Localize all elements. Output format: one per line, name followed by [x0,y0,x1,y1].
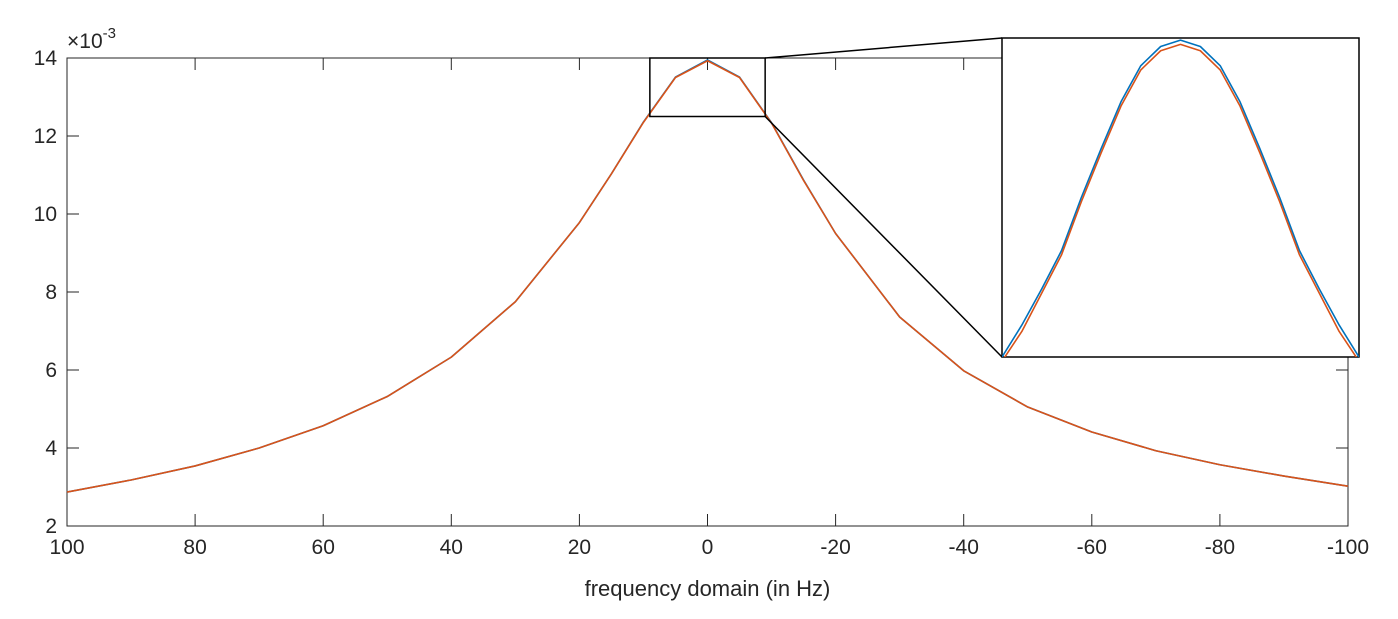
x-tick-label: -60 [1077,536,1107,559]
y-axis-exponent: ×10-3 [67,25,116,53]
series-line-2 [66,59,1349,493]
y-tick-label: 10 [34,203,57,226]
zoom-connector-top [765,37,1003,59]
y-axis-exponent-base: ×10 [67,30,103,53]
inset-zoom-plot [1001,37,1360,358]
zoom-connector-bottom [764,115,1003,358]
y-tick-label: 6 [45,359,57,382]
y-tick-label: 2 [45,515,57,538]
x-tick-label: -20 [820,536,850,559]
zoom-connector-lines [764,37,1003,358]
y-tick-label: 14 [34,47,58,70]
inset-series-line-2 [1003,43,1358,357]
y-tick-label: 8 [45,281,57,304]
x-tick-label: -40 [949,536,979,559]
x-tick-label: -80 [1205,536,1235,559]
x-tick-label: 20 [568,536,591,559]
y-axis-exponent-power: -3 [103,25,116,42]
x-tick-label: 0 [702,536,714,559]
x-tick-label: 80 [183,536,206,559]
zoom-region-box [649,57,766,118]
y-tick-label: 4 [45,437,57,460]
inset-series-line-1 [1002,39,1359,357]
x-tick-label: -100 [1327,536,1369,559]
x-tick-label: 60 [312,536,335,559]
main-plot-area: 100 80 60 40 20 0 -20 -40 -60 -80 -100 2 4 6 8 10 12 14 [34,47,1369,559]
y-tick-label: 12 [34,125,57,148]
x-tick-label: 100 [49,536,84,559]
x-axis-title: frequency domain (in Hz) [585,576,831,601]
x-tick-label: 40 [440,536,463,559]
inset-frame [1001,37,1360,358]
